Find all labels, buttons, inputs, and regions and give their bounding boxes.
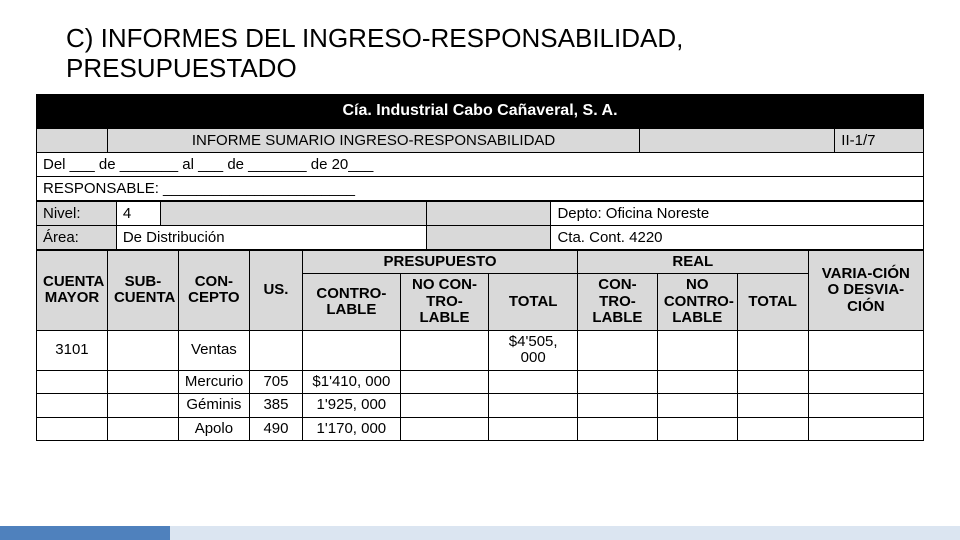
cell bbox=[578, 394, 658, 418]
table-row: Apolo4901'170, 000 bbox=[37, 417, 924, 441]
cell bbox=[400, 330, 489, 370]
blank-cell bbox=[161, 201, 427, 225]
area-label: Área: bbox=[37, 225, 117, 249]
cell: $4'505, 000 bbox=[489, 330, 578, 370]
cell: 385 bbox=[249, 394, 302, 418]
cell bbox=[657, 370, 737, 394]
cell bbox=[737, 394, 808, 418]
cell bbox=[489, 370, 578, 394]
blank-cell bbox=[427, 201, 551, 225]
area-value: De Distribución bbox=[116, 225, 426, 249]
cell bbox=[657, 330, 737, 370]
nivel-value: 4 bbox=[116, 201, 160, 225]
bottom-accent-bar bbox=[0, 526, 960, 540]
report-header-table: INFORME SUMARIO INGRESO-RESPONSABILIDAD … bbox=[36, 128, 924, 201]
cell bbox=[737, 330, 808, 370]
report-code-cell: II-1/7 bbox=[835, 128, 924, 152]
cell bbox=[400, 417, 489, 441]
page-title: C) INFORMES DEL INGRESO-RESPONSABILIDAD,… bbox=[66, 24, 894, 84]
col-varia: VARIA-CIÓN O DESVIA-CIÓN bbox=[808, 250, 923, 330]
cell: 490 bbox=[249, 417, 302, 441]
cell bbox=[107, 417, 178, 441]
col-real-nocontrolable: NO CONTRO-LABLE bbox=[657, 274, 737, 331]
cell: 1'170, 000 bbox=[303, 417, 401, 441]
cell: Ventas bbox=[178, 330, 249, 370]
cell: Géminis bbox=[178, 394, 249, 418]
cell: Apolo bbox=[178, 417, 249, 441]
cell bbox=[303, 330, 401, 370]
col-pres-total: TOTAL bbox=[489, 274, 578, 331]
cell: Mercurio bbox=[178, 370, 249, 394]
cell: 1'925, 000 bbox=[303, 394, 401, 418]
table-row: 3101 Ventas $4'505, 000 bbox=[37, 330, 924, 370]
blank-cell bbox=[640, 128, 835, 152]
col-real-controlable: CON-TRO-LABLE bbox=[578, 274, 658, 331]
report-title-cell: INFORME SUMARIO INGRESO-RESPONSABILIDAD bbox=[107, 128, 639, 152]
cell bbox=[578, 330, 658, 370]
col-concepto: CON-CEPTO bbox=[178, 250, 249, 330]
accent-bar-light bbox=[170, 526, 960, 540]
cell bbox=[578, 417, 658, 441]
cell bbox=[249, 330, 302, 370]
nivel-area-table: Nivel: 4 Depto: Oficina Noreste Área: De… bbox=[36, 201, 924, 250]
col-real: REAL bbox=[578, 250, 809, 274]
cell: $1'410, 000 bbox=[303, 370, 401, 394]
col-presupuesto: PRESUPUESTO bbox=[303, 250, 578, 274]
col-cuenta-mayor: CUENTA MAYOR bbox=[37, 250, 108, 330]
cell bbox=[808, 330, 923, 370]
table-row: Mercurio705$1'410, 000 bbox=[37, 370, 924, 394]
col-sub-cuenta: SUB-CUENTA bbox=[107, 250, 178, 330]
cell bbox=[37, 370, 108, 394]
slide: C) INFORMES DEL INGRESO-RESPONSABILIDAD,… bbox=[0, 0, 960, 540]
date-line: Del ___ de _______ al ___ de _______ de … bbox=[37, 152, 924, 176]
company-band: Cía. Industrial Cabo Cañaveral, S. A. bbox=[36, 94, 924, 128]
cell bbox=[808, 370, 923, 394]
col-us: US. bbox=[249, 250, 302, 330]
depto-line: Depto: Oficina Noreste bbox=[551, 201, 924, 225]
col-real-total: TOTAL bbox=[737, 274, 808, 331]
cell: 705 bbox=[249, 370, 302, 394]
accent-bar-dark bbox=[0, 526, 170, 540]
cell: 3101 bbox=[37, 330, 108, 370]
cell bbox=[37, 417, 108, 441]
nivel-label: Nivel: bbox=[37, 201, 117, 225]
cell bbox=[400, 370, 489, 394]
cell bbox=[489, 417, 578, 441]
data-table: CUENTA MAYOR SUB-CUENTA CON-CEPTO US. PR… bbox=[36, 250, 924, 442]
blank-cell bbox=[427, 225, 551, 249]
blank-cell bbox=[37, 128, 108, 152]
responsable-line: RESPONSABLE: _______________________ bbox=[37, 176, 924, 200]
cell bbox=[578, 370, 658, 394]
cell bbox=[737, 417, 808, 441]
cell bbox=[37, 394, 108, 418]
cell bbox=[400, 394, 489, 418]
cell bbox=[107, 394, 178, 418]
cell bbox=[489, 394, 578, 418]
cell bbox=[657, 394, 737, 418]
col-pres-nocontrolable: NO CON-TRO-LABLE bbox=[400, 274, 489, 331]
cell bbox=[737, 370, 808, 394]
table-row: Géminis3851'925, 000 bbox=[37, 394, 924, 418]
cell bbox=[808, 394, 923, 418]
cell bbox=[107, 330, 178, 370]
cell bbox=[657, 417, 737, 441]
cell bbox=[808, 417, 923, 441]
cta-line: Cta. Cont. 4220 bbox=[551, 225, 924, 249]
col-pres-controlable: CONTRO-LABLE bbox=[303, 274, 401, 331]
cell bbox=[107, 370, 178, 394]
